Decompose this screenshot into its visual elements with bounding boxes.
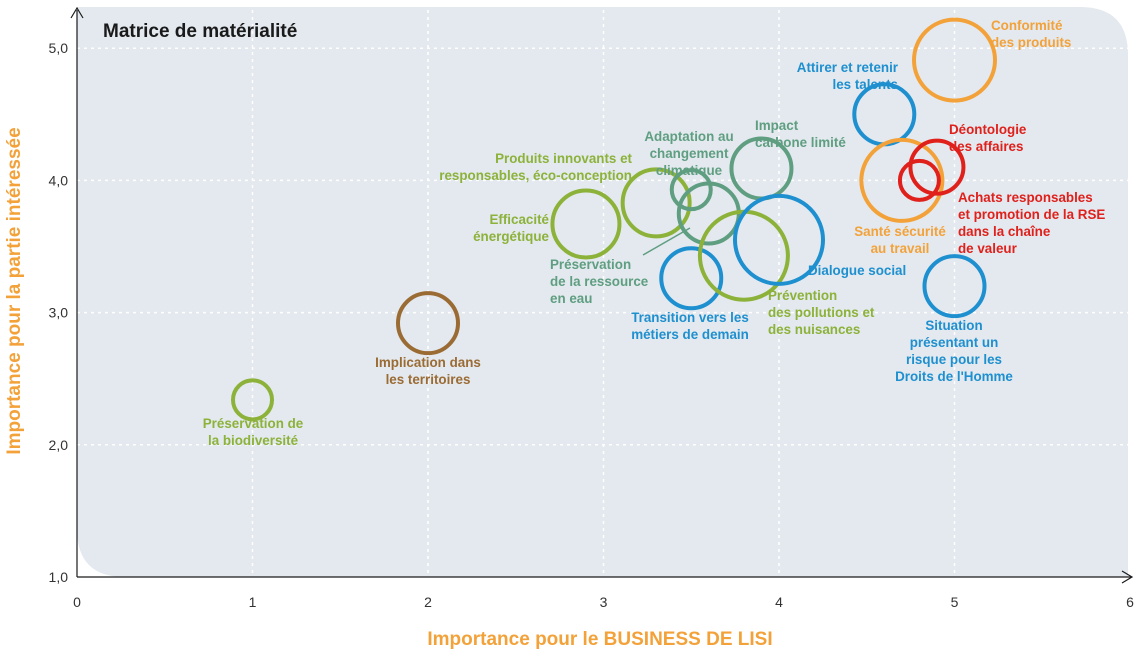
bubble [897, 158, 941, 202]
y-tick-label: 2,0 [49, 437, 69, 453]
bubble-label: Prévention des pollutions et des nuisances [768, 288, 875, 337]
bubble [659, 246, 724, 311]
plot-panel [77, 7, 1128, 577]
y-tick-label: 4,0 [49, 172, 69, 188]
bubble [733, 193, 825, 286]
x-tick-label: 2 [424, 594, 432, 610]
bubble [922, 254, 987, 319]
chart-title: Matrice de matérialité [103, 21, 297, 42]
x-tick-label: 6 [1126, 594, 1134, 610]
bubble [908, 138, 966, 196]
x-axis-arrow [1121, 570, 1134, 584]
y-tick-label: 3,0 [49, 305, 69, 321]
bubble-label: Produits innovants et responsables, éco-c… [439, 151, 632, 183]
bubble-label: Efficacité énergétique [473, 212, 549, 244]
bubble-labels: Préservation de la biodiversité Implicatio… [203, 18, 1106, 448]
bubble-label: Préservation de la ressource en eau [550, 257, 648, 306]
bubble-label: Attirer et retenir les talents [797, 60, 899, 92]
bubble-label: Impact carbone limité [755, 118, 846, 150]
y-tick-label: 5,0 [49, 40, 69, 56]
bubble [859, 137, 945, 223]
bubble-label: Conformité des produits [991, 18, 1071, 50]
bubble-label: Achats responsables et promotion de la RS… [958, 190, 1105, 256]
bubble-label: Préservation de la biodiversité [203, 416, 303, 448]
x-tick-label: 3 [600, 594, 608, 610]
leader-line-preservation-eau [642, 227, 691, 256]
y-tick-label: 1,0 [49, 569, 69, 585]
bubbles [231, 17, 997, 422]
y-tick-labels: 1,0 2,0 3,0 4,0 5,0 [49, 40, 69, 585]
bubble [669, 168, 713, 212]
y-axis-arrow [70, 6, 84, 19]
x-axis-title: Importance pour le BUSINESS DE LISI [427, 629, 772, 650]
x-tick-label: 4 [775, 594, 783, 610]
bubble-label: Adaptation au changement climatique [644, 129, 733, 178]
x-tick-labels: 0 1 2 3 4 5 6 [73, 594, 1134, 610]
bubble [550, 188, 622, 260]
bubble [231, 378, 274, 422]
bubble-label: Transition vers les métiers de demain [631, 310, 749, 342]
bubble [620, 167, 692, 239]
grid-lines [77, 10, 1128, 577]
bubble-label: Dialogue social [808, 263, 906, 278]
bubble [396, 291, 460, 356]
bubble-label: Situation présentant un risque pour les Dro… [895, 318, 1013, 384]
x-tick-label: 0 [73, 594, 81, 610]
bubble-label: Implication dans les territoires [375, 355, 481, 387]
x-tick-label: 5 [951, 594, 959, 610]
bubble-label: Déontologie des affaires [949, 122, 1026, 154]
bubble [912, 17, 997, 103]
x-tick-label: 1 [249, 594, 257, 610]
y-axis-title: Importance pour la partie intéressée [4, 127, 25, 454]
bubble-label: Santé sécurité au travail [854, 224, 946, 256]
